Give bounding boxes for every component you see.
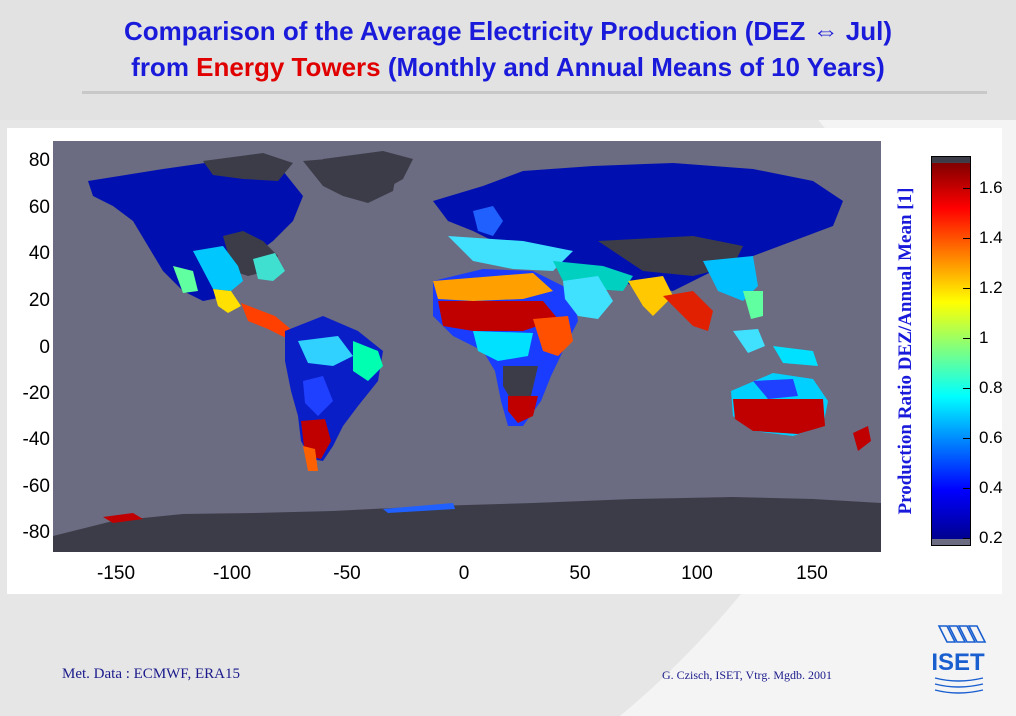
y-tick-40: 40 bbox=[28, 243, 50, 264]
svg-text:ISET: ISET bbox=[931, 649, 985, 676]
colorbar-tick-mark bbox=[963, 438, 970, 439]
arabia bbox=[563, 276, 613, 319]
y-tick-60: 60 bbox=[28, 197, 50, 218]
y-tick-minus-20: -20 bbox=[22, 383, 50, 404]
title-highlight: Energy Towers bbox=[196, 52, 381, 82]
colorbar-tick-1: 1 bbox=[979, 328, 989, 347]
colorbar-tick-1-6: 1.6 bbox=[979, 178, 1003, 197]
y-tick-0: 0 bbox=[39, 337, 50, 358]
australia bbox=[731, 373, 828, 436]
colorbar-tick-mark bbox=[963, 538, 970, 539]
colorbar-tick-mark bbox=[963, 388, 970, 389]
y-tick-minus-40: -40 bbox=[22, 429, 50, 450]
colorbar-label: Production Ratio DEZ/Annual Mean [1] bbox=[895, 187, 916, 515]
y-tick-minus-60: -60 bbox=[22, 476, 50, 497]
x-tick-minus-50: -50 bbox=[333, 563, 361, 584]
iset-logo: ISET bbox=[931, 625, 987, 694]
colorbar-tick-0-6: 0.6 bbox=[979, 428, 1003, 447]
colorbar-tick-0-4: 0.4 bbox=[979, 478, 1003, 497]
title-divider bbox=[82, 91, 987, 94]
colorbar-tick-1-4: 1.4 bbox=[979, 228, 1003, 247]
antarctica bbox=[53, 497, 881, 552]
eurasia bbox=[433, 163, 843, 331]
colorbar-tick-mark bbox=[963, 288, 970, 289]
x-tick-minus-150: -150 bbox=[96, 563, 136, 584]
y-tick-20: 20 bbox=[28, 290, 50, 311]
page-title-line-2: from Energy Towers (Monthly and Annual M… bbox=[0, 52, 1016, 83]
x-tick-100: 100 bbox=[681, 563, 713, 584]
y-tick-80: 80 bbox=[28, 150, 50, 171]
x-tick-0: 0 bbox=[458, 563, 470, 584]
south-america bbox=[285, 316, 383, 471]
colorbar-tick-mark bbox=[963, 488, 970, 489]
africa bbox=[433, 269, 578, 426]
colorbar-gradient bbox=[932, 157, 970, 545]
colorbar-tick-mark bbox=[963, 188, 970, 189]
greenland bbox=[323, 151, 413, 196]
colorbar-tick-mark bbox=[963, 338, 970, 339]
colorbar-tick-0-2: 0.2 bbox=[979, 528, 1003, 547]
colorbar-tick-mark bbox=[963, 238, 970, 239]
author-credit: G. Czisch, ISET, Vtrg. Mgdb. 2001 bbox=[662, 668, 832, 682]
world-map bbox=[53, 141, 881, 552]
colorbar bbox=[931, 156, 971, 546]
x-tick-150: 150 bbox=[796, 563, 828, 584]
x-tick-minus-100: -100 bbox=[212, 563, 252, 584]
data-source-credit: Met. Data : ECMWF, ERA15 bbox=[62, 666, 240, 682]
colorbar-tick-0-8: 0.8 bbox=[979, 378, 1003, 397]
page-title-line-1: Comparison of the Average Electricity Pr… bbox=[123, 16, 893, 46]
title-prefix: from bbox=[131, 52, 197, 82]
southeast-asia bbox=[733, 329, 818, 366]
title-suffix: (Monthly and Annual Means of 10 Years) bbox=[380, 52, 885, 82]
x-tick-50: 50 bbox=[569, 563, 591, 584]
y-tick-minus-80: -80 bbox=[22, 522, 50, 543]
colorbar-tick-1-2: 1.2 bbox=[979, 278, 1003, 297]
new-zealand bbox=[853, 426, 871, 451]
